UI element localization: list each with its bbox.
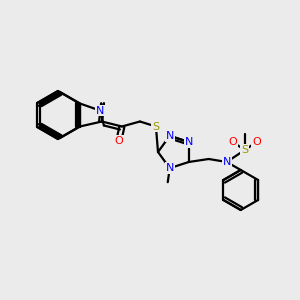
Text: O: O (252, 137, 261, 147)
Text: S: S (152, 122, 160, 131)
Text: N: N (166, 163, 174, 173)
Text: N: N (223, 157, 231, 167)
Text: N: N (166, 131, 174, 141)
Text: O: O (228, 137, 237, 147)
Text: S: S (241, 145, 248, 155)
Text: O: O (115, 136, 123, 146)
Text: N: N (96, 106, 104, 116)
Text: N: N (184, 137, 193, 147)
